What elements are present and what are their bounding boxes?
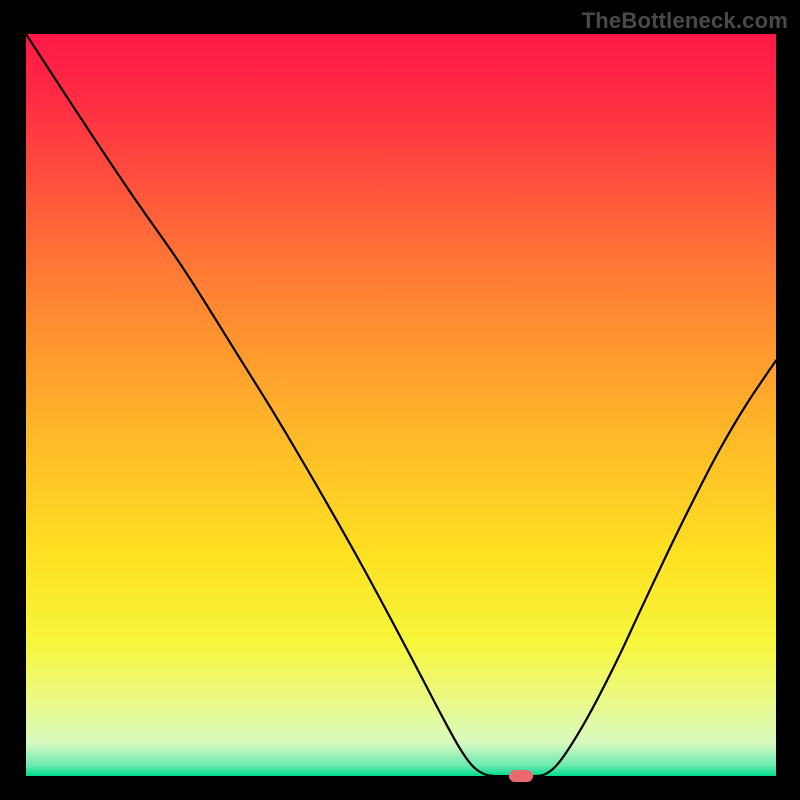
chart-svg — [26, 34, 776, 776]
chart-container: TheBottleneck.com — [0, 0, 800, 800]
gradient-background — [26, 34, 776, 776]
plot-area — [26, 34, 776, 776]
watermark-text: TheBottleneck.com — [582, 8, 788, 34]
optimal-marker — [509, 770, 533, 782]
